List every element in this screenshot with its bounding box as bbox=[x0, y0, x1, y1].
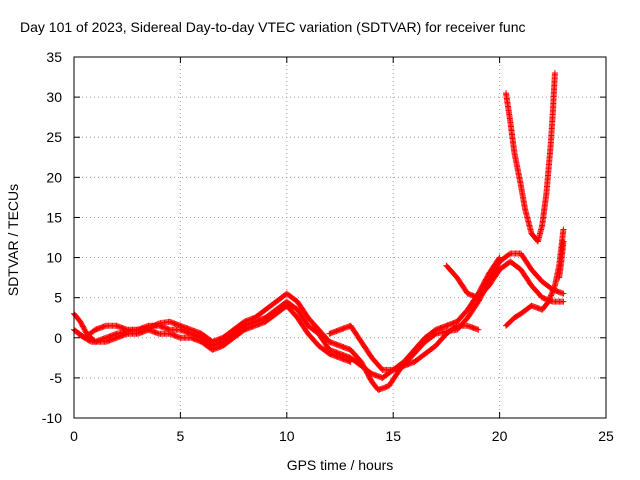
series-arc-7 bbox=[502, 226, 567, 329]
series-arc-8 bbox=[556, 238, 567, 281]
data-point bbox=[560, 298, 567, 305]
plot-frame bbox=[73, 56, 607, 419]
data-point bbox=[495, 255, 502, 262]
series-arc-6 bbox=[502, 70, 558, 245]
chart-title: Day 101 of 2023, Sidereal Day-to-day VTE… bbox=[20, 19, 526, 35]
x-tick-label: 15 bbox=[385, 428, 401, 444]
x-tick-label: 20 bbox=[492, 428, 508, 444]
data-point bbox=[560, 226, 567, 233]
y-tick-label: 25 bbox=[46, 129, 62, 145]
data-point bbox=[560, 290, 567, 297]
data-point bbox=[475, 326, 482, 333]
series-arc-3 bbox=[75, 302, 354, 365]
series-arc-4 bbox=[326, 322, 482, 373]
y-tick-label: 30 bbox=[46, 89, 62, 105]
series-arc-5 bbox=[443, 258, 567, 305]
data-point bbox=[560, 238, 567, 245]
plot-area bbox=[71, 70, 567, 393]
data-point bbox=[551, 70, 558, 77]
y-axis-label: SDTVAR / TECUs bbox=[5, 184, 21, 296]
y-tick-label: -10 bbox=[42, 410, 62, 426]
x-tick-label: 10 bbox=[279, 428, 295, 444]
y-tick-label: 20 bbox=[46, 169, 62, 185]
data-point bbox=[86, 338, 93, 345]
y-tick-label: 15 bbox=[46, 209, 62, 225]
data-point bbox=[496, 254, 503, 261]
y-tick-label: -5 bbox=[50, 370, 63, 386]
y-tick-label: 35 bbox=[46, 49, 62, 65]
grid-lines bbox=[74, 57, 606, 418]
y-tick-label: 10 bbox=[46, 250, 62, 266]
axis-ticks: 0 5 10 15 20 25 -10 -5 0 5 10 15 20 25 30 35 bbox=[42, 49, 614, 444]
data-point bbox=[347, 358, 354, 365]
y-tick-label: 0 bbox=[54, 330, 62, 346]
x-tick-label: 25 bbox=[598, 428, 614, 444]
x-tick-label: 5 bbox=[177, 428, 185, 444]
y-tick-label: 5 bbox=[54, 290, 62, 306]
x-tick-label: 0 bbox=[70, 428, 78, 444]
x-axis-label: GPS time / hours bbox=[287, 457, 394, 473]
